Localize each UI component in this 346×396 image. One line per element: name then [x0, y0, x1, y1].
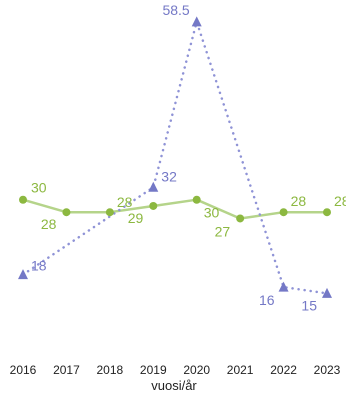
series-1-label-2021: 27 — [215, 223, 231, 239]
series-2-label-2019: 32 — [161, 168, 177, 184]
series-1-point-2023 — [323, 208, 331, 217]
series-1-point-2021 — [236, 214, 245, 223]
series-1-label-2016: 30 — [31, 180, 47, 196]
series-1-point-2018 — [105, 208, 114, 217]
x-axis-ticks: 2016 2017 2018 2019 2020 2021 2022 2023 — [10, 363, 341, 377]
x-tick-2019: 2019 — [140, 363, 167, 377]
series-1-label-2018: 28 — [117, 194, 133, 210]
x-tick-2023: 2023 — [314, 363, 341, 377]
series-2-point-2023 — [322, 287, 332, 298]
series-lines — [21, 20, 329, 295]
series-1-label-2017: 28 — [41, 216, 57, 232]
x-tick-2022: 2022 — [270, 363, 297, 377]
series-1-point-2019 — [149, 201, 158, 210]
series-1-label-2019: 29 — [128, 210, 144, 226]
series-1-point-2016 — [19, 195, 27, 204]
series-2-label-2016: 18 — [31, 258, 47, 274]
x-tick-2021: 2021 — [227, 363, 254, 377]
series-2-label-2022: 16 — [259, 292, 275, 308]
x-tick-2017: 2017 — [53, 363, 80, 377]
series-2-label-2020: 58.5 — [162, 2, 189, 18]
series-2-point-2019 — [148, 181, 159, 192]
series-2-line — [21, 20, 329, 295]
series-1-point-2017 — [62, 208, 71, 217]
series-2-point-2020 — [191, 16, 202, 27]
series-1-label-2023: 28 — [334, 193, 346, 209]
x-tick-2020: 2020 — [183, 363, 210, 377]
x-tick-2016: 2016 — [10, 363, 37, 377]
series-2-point-2016 — [18, 269, 28, 280]
series-1-label-2020: 30 — [204, 205, 220, 221]
series-2-label-2023: 15 — [301, 297, 317, 313]
series-1-point-2022 — [279, 208, 288, 217]
series-markers — [18, 16, 332, 298]
series-1-label-2022: 28 — [291, 193, 307, 209]
series-2-point-2022 — [278, 281, 289, 292]
series-1-point-2020 — [192, 195, 201, 204]
series-1-line — [21, 198, 329, 220]
x-tick-2018: 2018 — [97, 363, 124, 377]
x-axis-label: vuosi/år — [151, 378, 197, 393]
